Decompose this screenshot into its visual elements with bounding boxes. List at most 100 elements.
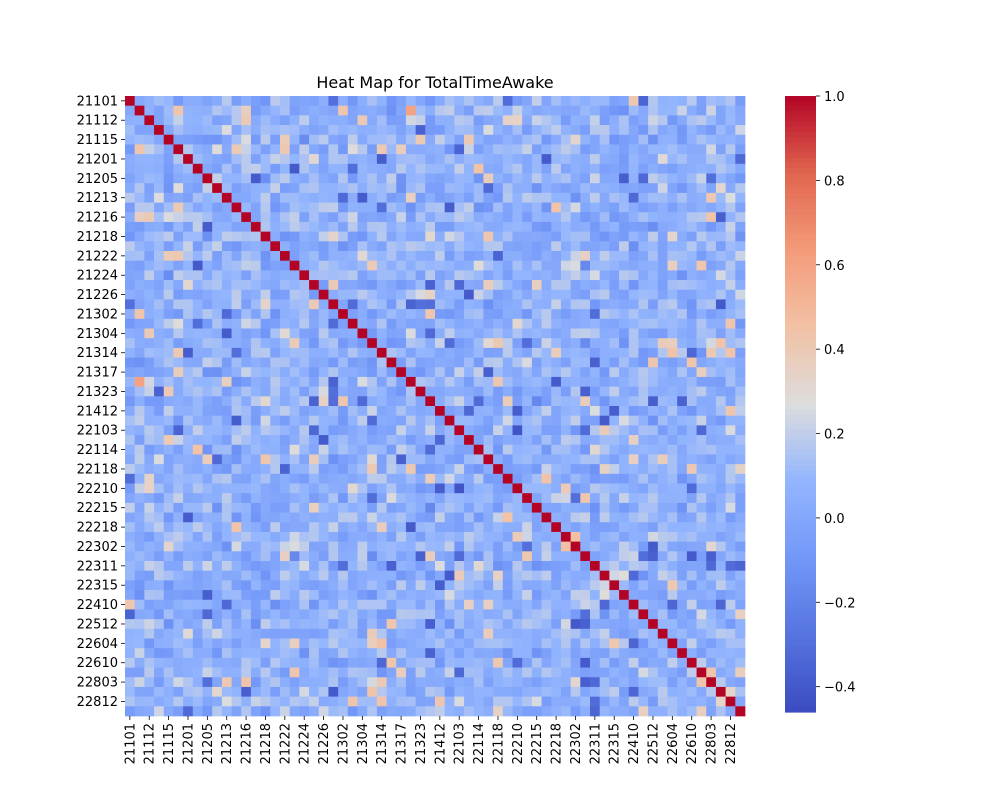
heatmap-cell <box>386 454 397 465</box>
heatmap-cell <box>367 609 378 620</box>
heatmap-cell <box>328 241 339 252</box>
heatmap-cell <box>667 667 678 678</box>
heatmap-cell <box>706 251 717 262</box>
heatmap-cell <box>628 512 639 523</box>
heatmap-cell <box>619 289 630 300</box>
heatmap-cell <box>454 309 465 320</box>
heatmap-cell <box>289 251 300 262</box>
heatmap-cell <box>405 512 416 523</box>
heatmap-cell <box>648 425 659 436</box>
heatmap-cell <box>231 648 242 659</box>
heatmap-cell <box>173 328 184 339</box>
heatmap-cell <box>512 299 523 310</box>
heatmap-cell <box>212 270 223 281</box>
heatmap-cell <box>154 260 165 271</box>
heatmap-cell <box>289 512 300 523</box>
heatmap-cell <box>192 590 203 601</box>
heatmap-cell <box>309 144 320 155</box>
heatmap-cell <box>192 183 203 194</box>
heatmap-cell <box>260 280 271 291</box>
heatmap-cell <box>231 638 242 649</box>
heatmap-cell <box>183 415 194 426</box>
heatmap-cell <box>725 706 736 717</box>
heatmap-cell <box>725 657 736 668</box>
heatmap-cell <box>212 144 223 155</box>
heatmap-cell <box>125 590 136 601</box>
heatmap-cell <box>667 280 678 291</box>
heatmap-cell <box>483 280 494 291</box>
heatmap-cell <box>425 212 436 223</box>
heatmap-cell <box>405 376 416 387</box>
heatmap-cell <box>241 328 252 339</box>
heatmap-cell <box>580 415 591 426</box>
heatmap-cell <box>590 677 601 688</box>
heatmap-cell <box>696 638 707 649</box>
heatmap-cell <box>512 251 523 262</box>
heatmap-cell <box>405 599 416 610</box>
heatmap-cell <box>425 221 436 232</box>
heatmap-cell <box>144 192 155 203</box>
heatmap-cell <box>280 483 291 494</box>
heatmap-cell <box>667 221 678 232</box>
heatmap-cell <box>163 599 174 610</box>
heatmap-cell <box>667 318 678 329</box>
heatmap-cell <box>444 347 455 358</box>
heatmap-cell <box>686 628 697 639</box>
heatmap-cell <box>144 376 155 387</box>
heatmap-cell <box>696 435 707 446</box>
heatmap-cell <box>638 309 649 320</box>
heatmap-cell <box>686 299 697 310</box>
heatmap-cell <box>221 657 232 668</box>
heatmap-cell <box>280 406 291 417</box>
colorbar-band <box>785 131 816 138</box>
heatmap-cell <box>425 464 436 475</box>
colorbar-band <box>785 481 816 487</box>
heatmap-cell <box>270 396 281 407</box>
heatmap-cell <box>454 144 465 155</box>
heatmap-cell <box>599 638 610 649</box>
y-tick-label: 21323 <box>77 385 118 400</box>
heatmap-cell <box>512 686 523 697</box>
heatmap-cell <box>241 115 252 126</box>
x-tick-label: 21224 <box>298 723 313 764</box>
heatmap-cell <box>212 512 223 523</box>
heatmap-cell <box>154 115 165 126</box>
heatmap-cell <box>309 599 320 610</box>
heatmap-cell <box>502 454 513 465</box>
colorbar-band <box>785 439 816 446</box>
colorbar-band <box>785 511 816 518</box>
colorbar-band <box>785 142 816 148</box>
heatmap-cell <box>483 435 494 446</box>
heatmap-cell <box>338 241 349 252</box>
heatmap-cell <box>551 347 562 358</box>
heatmap-cell <box>580 376 591 387</box>
heatmap-cell <box>134 493 145 504</box>
heatmap-cell <box>657 134 668 145</box>
heatmap-cell <box>454 299 465 310</box>
heatmap-cell <box>212 289 223 300</box>
heatmap-cell <box>231 522 242 533</box>
heatmap-cell <box>338 464 349 475</box>
heatmap-cell <box>502 241 513 252</box>
heatmap-cell <box>483 696 494 707</box>
heatmap-cell <box>599 367 610 378</box>
heatmap-cell <box>493 367 504 378</box>
heatmap-cell <box>357 580 368 591</box>
heatmap-cell <box>686 318 697 329</box>
heatmap-cell <box>599 105 610 116</box>
heatmap-cell <box>435 396 446 407</box>
heatmap-cell <box>512 241 523 252</box>
heatmap-cell <box>386 347 397 358</box>
heatmap-cell <box>144 125 155 136</box>
heatmap-cell <box>706 425 717 436</box>
heatmap-cell <box>735 328 746 339</box>
heatmap-cell <box>531 415 542 426</box>
heatmap-cell <box>580 444 591 455</box>
heatmap-cell <box>396 221 407 232</box>
heatmap-cell <box>667 241 678 252</box>
colorbar-band <box>785 111 816 118</box>
heatmap-cell <box>357 163 368 174</box>
heatmap-cell <box>590 192 601 203</box>
heatmap-cell <box>735 706 746 717</box>
heatmap-cell <box>483 144 494 155</box>
